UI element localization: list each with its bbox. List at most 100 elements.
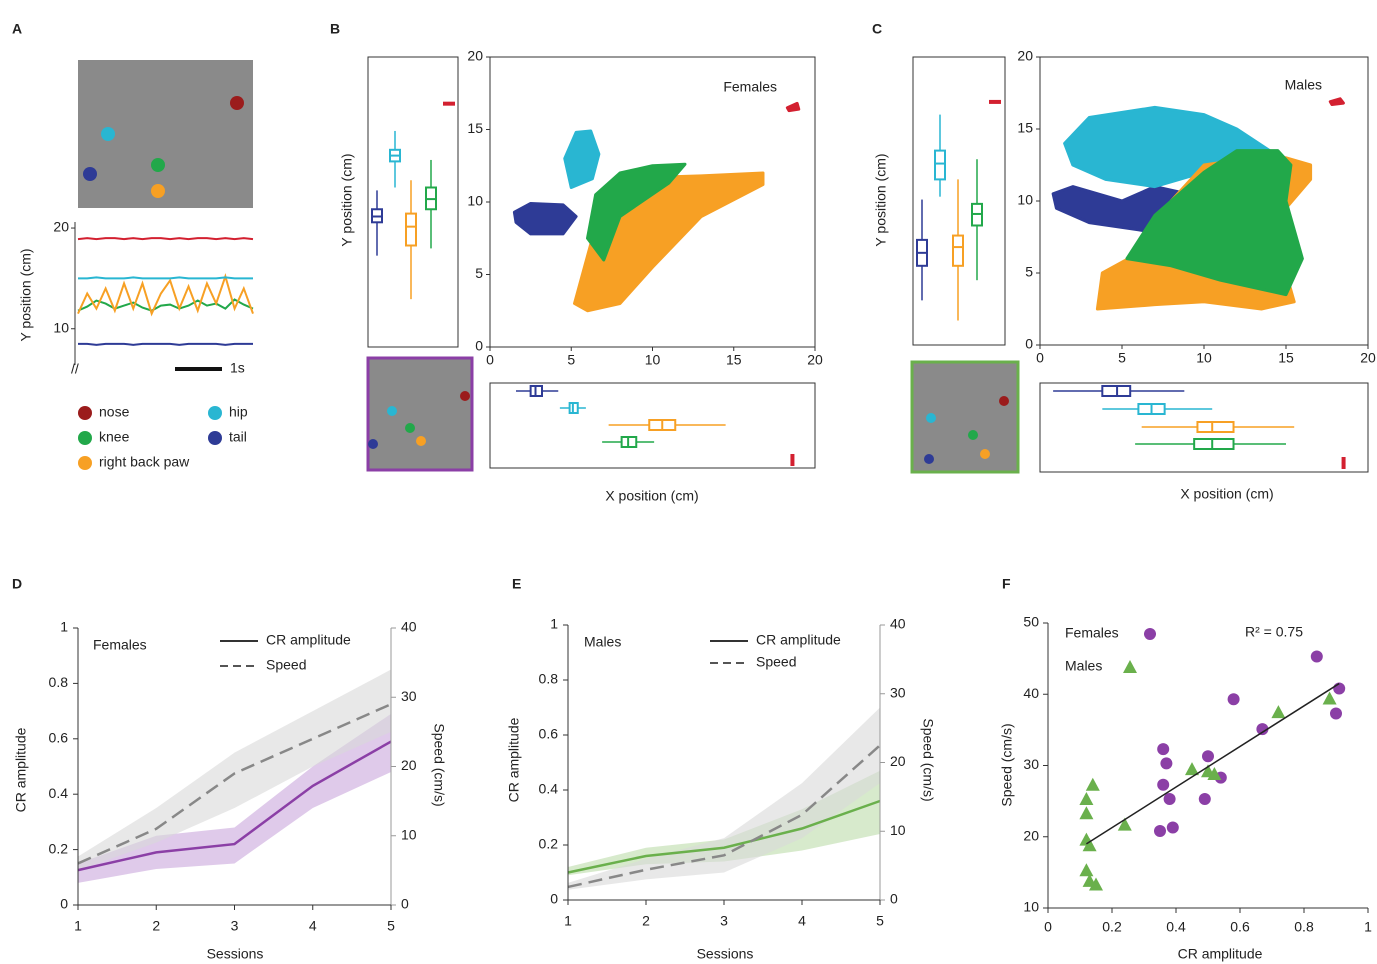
box xyxy=(934,149,946,181)
photo-dot xyxy=(230,96,244,110)
band xyxy=(568,770,880,876)
x-axis-label: X position (cm) xyxy=(1180,486,1273,502)
y-tick-label: 0 xyxy=(475,338,483,354)
panel-frame xyxy=(367,56,459,348)
x-tick-label: 10 xyxy=(1196,350,1212,366)
trace xyxy=(77,298,254,312)
y-tick-label: 20 xyxy=(1017,48,1033,64)
legend-swatch xyxy=(208,431,222,445)
legend-swatch xyxy=(208,406,222,420)
x-tick-label: 1 xyxy=(74,918,82,934)
triangle-point xyxy=(1079,806,1094,820)
chart-title: Females xyxy=(723,79,777,95)
panel-frame xyxy=(489,382,816,469)
panel-letter: C xyxy=(872,21,882,37)
circle-point xyxy=(1157,778,1170,791)
chart-title: Males xyxy=(584,634,621,650)
x-tick-label: 10 xyxy=(645,352,661,368)
legend-label: Speed xyxy=(266,657,306,673)
y2-tick-label: 40 xyxy=(401,619,417,635)
y-tick-label: 0.4 xyxy=(539,781,559,797)
circle-point xyxy=(1310,650,1323,663)
y2-tick-label: 10 xyxy=(401,826,417,842)
y-axis-label: Y position (cm) xyxy=(873,153,889,246)
box xyxy=(1196,421,1235,433)
cloud xyxy=(785,101,801,113)
cloud xyxy=(512,201,578,236)
x-axis-label: CR amplitude xyxy=(1178,946,1263,962)
trace xyxy=(77,237,254,241)
x-tick-label: 20 xyxy=(807,352,823,368)
x-axis-label: Sessions xyxy=(697,946,754,962)
y2-tick-label: 0 xyxy=(890,891,898,907)
y-tick-label: 20 xyxy=(53,219,69,235)
circle-point xyxy=(1227,693,1240,706)
legend-label: CR amplitude xyxy=(756,632,841,648)
triangle-point xyxy=(1085,777,1100,791)
legend-swatch xyxy=(78,431,92,445)
y-tick-label: 20 xyxy=(467,48,483,64)
y-axis-label: CR amplitude xyxy=(506,717,522,802)
panel-letter: E xyxy=(512,576,521,592)
legend-label: right back paw xyxy=(99,454,190,470)
circle-point xyxy=(1256,723,1269,736)
photo-dot xyxy=(968,430,978,440)
series-line xyxy=(77,740,392,872)
panel-letter: B xyxy=(330,21,340,37)
y-tick-label: 0 xyxy=(550,891,558,907)
series-line xyxy=(567,799,881,874)
x-tick-label: 0.2 xyxy=(1102,919,1122,935)
photo-dot xyxy=(368,439,378,449)
y-tick-label: 50 xyxy=(1023,614,1039,630)
photo-dot xyxy=(926,413,936,423)
legend-label: hip xyxy=(229,404,248,420)
triangle-point xyxy=(1089,877,1103,891)
cloud xyxy=(1125,149,1304,297)
x-tick-label: 5 xyxy=(387,918,395,934)
x-tick-label: 3 xyxy=(720,913,728,929)
triangle-point xyxy=(1185,762,1199,776)
legend-label: Females xyxy=(1065,625,1119,641)
series-line xyxy=(77,703,392,865)
y-tick-label: 0.8 xyxy=(49,674,69,690)
y2-tick-label: 0 xyxy=(401,896,409,912)
legend-label: CR amplitude xyxy=(266,632,351,648)
legend-label: tail xyxy=(229,429,247,445)
photo-dot xyxy=(416,436,426,446)
box xyxy=(952,234,964,267)
y-tick-label: 0 xyxy=(60,896,68,912)
x-tick-label: 1 xyxy=(564,913,572,929)
photo-dot xyxy=(101,127,115,141)
y2-axis-label: Speed (cm/s) xyxy=(920,718,936,801)
y-tick-label: 0.4 xyxy=(49,785,69,801)
photo-dot xyxy=(460,391,470,401)
y-tick-label: 10 xyxy=(1023,899,1039,915)
y2-tick-label: 30 xyxy=(401,688,417,704)
y-tick-label: 40 xyxy=(1023,685,1039,701)
triangle-point xyxy=(1322,691,1337,705)
circle-point xyxy=(1166,821,1179,834)
y-tick-label: 1 xyxy=(550,616,558,632)
chart-title: Females xyxy=(93,637,147,653)
y-tick-label: 5 xyxy=(1025,264,1033,280)
x-tick-label: 4 xyxy=(798,913,806,929)
cloud xyxy=(563,129,601,189)
photo-dot xyxy=(999,396,1009,406)
photo-dot xyxy=(980,449,990,459)
y-tick-label: 0.2 xyxy=(539,836,559,852)
scale-bar-label: 1s xyxy=(230,360,245,376)
x-tick-label: 5 xyxy=(567,352,575,368)
y-tick-label: 15 xyxy=(1017,120,1033,136)
triangle-point xyxy=(1207,767,1222,781)
photo-dot xyxy=(387,406,397,416)
x-tick-label: 2 xyxy=(642,913,650,929)
x-tick-label: 4 xyxy=(309,918,317,934)
x-tick-label: 0.8 xyxy=(1294,919,1314,935)
circle-point xyxy=(1144,628,1156,640)
y-axis-label: Y position (cm) xyxy=(339,153,355,246)
legend-label: Speed xyxy=(756,654,796,670)
panel-letter: A xyxy=(12,21,22,37)
x-tick-label: 15 xyxy=(1278,350,1294,366)
y-tick-label: 30 xyxy=(1023,756,1039,772)
